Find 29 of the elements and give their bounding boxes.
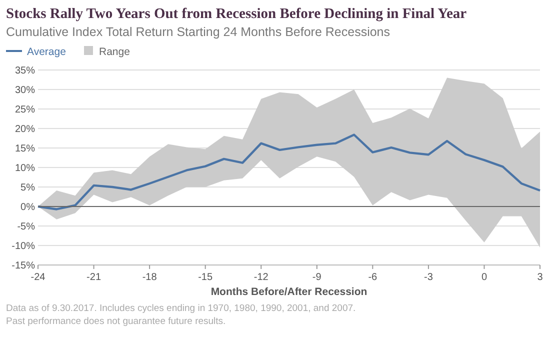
y-tick-label: -15%	[12, 260, 36, 272]
y-tick-label: -5%	[17, 222, 36, 232]
legend-label: Average	[27, 46, 66, 58]
y-tick-label: 30%	[14, 85, 36, 96]
x-tick-label: -21	[86, 272, 102, 283]
x-tick-label: -15	[198, 272, 213, 283]
y-tick-label: 15%	[14, 144, 36, 154]
x-tick-label: -24	[30, 272, 46, 283]
x-tick-label: -18	[142, 272, 158, 283]
x-tick-label: 0	[481, 272, 488, 283]
x-tick-label: -3	[424, 272, 434, 283]
y-tick-label: 0%	[20, 202, 36, 213]
line-series	[36, 134, 542, 210]
x-tick-label: -12	[254, 272, 269, 283]
y-tick-label: 10%	[14, 163, 36, 174]
x-axis-title: Months Before/After Recession	[210, 286, 368, 298]
y-tick-label: 25%	[14, 104, 36, 116]
legend-label: Range	[99, 46, 130, 58]
chart-title: Stocks Rally Two Years Out from Recession Before Declining in Final Year	[6, 6, 468, 22]
text: Data as of 9.30.2017. Includes cycles ending in 1970, 1980, 1990, 2001, and 2007.	[6, 303, 356, 314]
x-tick-label: -9	[312, 272, 322, 283]
y-tick-label: 35%	[14, 66, 36, 76]
y-tick-label: 5%	[20, 182, 36, 194]
y-tick-label: -10%	[12, 241, 36, 252]
x-tick-label: 3	[537, 272, 544, 283]
x-tick-label: -6	[368, 272, 378, 283]
y-tick-label: 20%	[14, 124, 36, 135]
chart-subtitle: Cumulative Index Total Return Starting 24 Months Before Recessions	[6, 25, 390, 39]
text: Past performance does not guarantee future results.	[6, 316, 226, 327]
